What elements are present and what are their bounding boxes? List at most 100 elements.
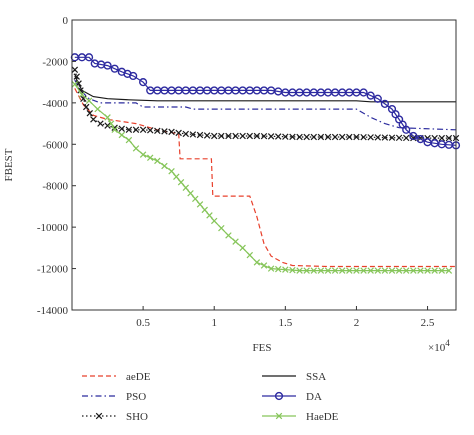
marker-haede	[338, 267, 346, 274]
marker-sho	[324, 133, 332, 141]
marker-haede	[107, 120, 115, 127]
x-tick-label: 1	[211, 317, 217, 329]
marker-sho	[388, 134, 396, 141]
marker-haede	[146, 154, 154, 161]
marker-sho	[71, 66, 79, 73]
marker-haede	[168, 167, 175, 175]
marker-haede	[367, 267, 374, 274]
marker-sho	[132, 126, 140, 134]
marker-haede	[232, 238, 239, 245]
y-tick-label: 0	[63, 15, 69, 27]
marker-haede	[201, 206, 208, 214]
marker-sho	[82, 103, 90, 111]
marker-sho	[338, 133, 346, 141]
marker-sho	[367, 134, 374, 141]
x-ticks: 0.5 1 1.5 2 2.5	[136, 306, 435, 329]
y-tick-label: -12000	[37, 264, 69, 276]
marker-sho	[445, 134, 453, 142]
marker-sho	[168, 128, 175, 136]
marker-sho	[182, 130, 190, 138]
marker-haede	[161, 162, 168, 170]
marker-da	[409, 131, 418, 141]
marker-haede	[206, 212, 213, 219]
marker-sho	[360, 133, 367, 141]
series-line-ssa	[74, 75, 456, 103]
marker-sho	[161, 128, 168, 135]
marker-da	[416, 135, 425, 144]
marker-sho	[73, 73, 80, 80]
marker-sho	[381, 134, 389, 141]
marker-haede	[154, 157, 161, 165]
legend: aeDE PSO SHO SSA DA HaeDE	[82, 371, 339, 423]
marker-sho	[274, 133, 282, 140]
legend-label: aeDE	[126, 371, 151, 383]
legend-marker	[275, 412, 283, 420]
marker-haede	[445, 267, 453, 274]
marker-haede	[296, 267, 303, 274]
marker-sho	[303, 133, 310, 141]
marker-da	[103, 61, 112, 70]
x-tick-label: 2	[354, 317, 360, 329]
y-tick-label: -14000	[37, 305, 69, 317]
legend-marker	[274, 391, 284, 401]
marker-sho	[296, 133, 303, 141]
y-tick-label: -6000	[42, 139, 68, 151]
legend-marker	[95, 412, 103, 420]
marker-sho	[239, 132, 246, 140]
marker-haede	[182, 184, 190, 192]
y-ticks: 0 -2000 -4000 -6000 -8000 -10000 -12000 -14000	[37, 15, 76, 317]
x-axis-label: FES	[253, 342, 272, 354]
marker-haede	[94, 105, 101, 113]
marker-sho	[289, 133, 296, 141]
y-tick-label: -8000	[42, 181, 68, 193]
marker-da	[402, 125, 411, 134]
marker-da	[359, 88, 368, 97]
marker-haede	[104, 114, 111, 121]
marker-sho	[225, 132, 232, 140]
series-line-da	[74, 56, 457, 146]
marker-da	[380, 99, 389, 108]
marker-da	[366, 91, 375, 100]
marker-haede	[253, 259, 261, 266]
marker-sho	[310, 133, 318, 141]
marker-haede	[310, 267, 318, 274]
marker-sho	[118, 125, 126, 132]
marker-haede	[303, 267, 310, 274]
marker-sho	[218, 132, 225, 140]
marker-sho	[97, 120, 104, 127]
x-tick-label: 2.5	[421, 317, 435, 329]
x-tick-label: 0.5	[136, 317, 150, 329]
marker-haede	[410, 267, 417, 274]
y-tick-label: -10000	[37, 222, 69, 234]
plot-frame	[71, 19, 457, 311]
legend-item-haede: HaeDE	[262, 411, 339, 423]
marker-sho	[175, 129, 182, 137]
y-axis-label: FBEST	[3, 148, 15, 181]
marker-haede	[374, 267, 382, 274]
marker-haede	[225, 232, 232, 239]
x-axis-multiplier-base: ×10	[428, 342, 446, 354]
legend-label: SHO	[126, 411, 148, 423]
marker-sho	[246, 132, 254, 140]
marker-sho	[374, 134, 382, 141]
marker-sho	[253, 132, 261, 140]
marker-haede	[218, 224, 225, 232]
y-tick-label: -2000	[42, 56, 68, 68]
marker-haede	[282, 266, 289, 273]
marker-haede	[85, 97, 93, 105]
marker-haede	[381, 267, 389, 274]
marker-haede	[260, 262, 268, 269]
marker-haede	[71, 80, 79, 88]
marker-sho	[260, 132, 268, 140]
marker-sho	[267, 133, 275, 140]
marker-sho	[346, 133, 353, 141]
y-tick-label: -4000	[42, 98, 68, 110]
marker-sho	[154, 127, 161, 135]
x-axis-multiplier-exp: 4	[445, 338, 450, 348]
marker-sho	[86, 109, 94, 117]
marker-haede	[132, 145, 140, 152]
marker-sho	[402, 134, 410, 142]
marker-haede	[388, 267, 396, 274]
marker-haede	[353, 267, 360, 274]
